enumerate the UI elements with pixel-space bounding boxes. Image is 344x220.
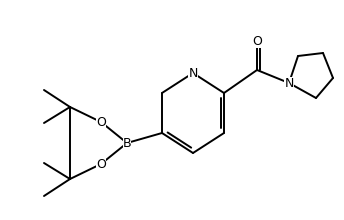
Text: N: N	[284, 77, 294, 90]
Text: B: B	[123, 136, 131, 150]
Text: O: O	[96, 158, 106, 170]
Text: N: N	[188, 66, 198, 79]
Text: O: O	[252, 35, 262, 48]
Text: O: O	[96, 116, 106, 128]
